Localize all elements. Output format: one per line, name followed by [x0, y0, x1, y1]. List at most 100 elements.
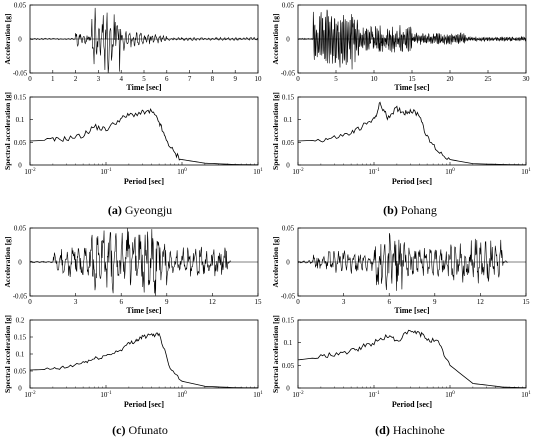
panel-b-sp-xtick-label: 10-1 [368, 168, 380, 176]
panel-b-sp-ylabel: Spectral acceleration [g] [271, 92, 280, 170]
panel-d-th-xtick-label: 9 [433, 298, 437, 306]
panel-a-th-xtick-label: 6 [165, 75, 169, 83]
panel-a-th-xlabel: Time [sec] [126, 83, 162, 92]
panel-a-th-xtick-label: 1 [51, 75, 55, 83]
panel-a-sp-xtick-label-base: 10 [177, 168, 185, 176]
panel-c-sp-xtick-label-exp: 1 [260, 391, 263, 396]
caption-b-name: Pohang [400, 203, 437, 217]
panel-a-sp-xtick-label-base: 10 [100, 168, 108, 176]
panel-d-sp-xtick-label-exp: 0 [452, 391, 455, 396]
panel-b-sp-xtick-label-exp: 0 [452, 168, 455, 173]
panel-a-th-series [29, 7, 259, 74]
panel-a-sp-ytick-label: 0 [18, 162, 22, 170]
panel-c-th-xtick-label: 12 [209, 298, 217, 306]
panel-d-sp-xtick-label-exp: -2 [299, 391, 304, 396]
panel-b-th-xtick-label: 25 [485, 75, 493, 83]
caption-d: (d) Hachinohe [290, 423, 530, 438]
panel-d-sp-xtick-label-base: 10 [368, 391, 376, 399]
panel-b-sp-xtick-label-exp: -2 [299, 168, 304, 173]
panel-b-sp-frame [297, 96, 527, 166]
caption-a: (a) Gyeongju [20, 203, 260, 218]
panel-a-sp-xtick-label-exp: 1 [260, 168, 263, 173]
panel-c-sp-xtick-label-base: 10 [100, 391, 108, 399]
panel-b-sp-ytick-label: 0 [286, 162, 290, 170]
panel-c-th-xtick-label: 0 [28, 298, 32, 306]
panel-d-th-xlabel: Time [sec] [394, 306, 430, 315]
panel-b-th-xtick-label: 30 [523, 75, 531, 83]
panel-c-sp-xtick-label: 10-1 [100, 391, 112, 399]
panel-a-th-xtick-label: 4 [119, 75, 123, 83]
panel-b-sp-ytick-label: 0.05 [282, 139, 295, 147]
panel-a-sp-ytick-label: 0.15 [14, 94, 27, 102]
panel-d-th-xtick-label: 12 [477, 298, 485, 306]
panel-a-th-xtick-label: 5 [142, 75, 146, 83]
panel-c-sp-xtick-label-exp: -1 [107, 391, 112, 396]
panel-d-th-xtick-label: 3 [342, 298, 346, 306]
panel-a-sp-ytick-label: 0.05 [14, 139, 27, 147]
caption-b-letter: (b) [383, 203, 398, 217]
panel-c-th-xtick-label: 3 [74, 298, 78, 306]
caption-a-letter: (a) [107, 203, 122, 217]
panel-d-sp-xtick-label: 101 [521, 391, 531, 399]
panel-b-th-xtick-label: 10 [371, 75, 379, 83]
panel-b-sp-xlabel: Period [sec] [392, 177, 433, 186]
panel-b-th-ylabel: Acceleration [g] [271, 13, 280, 64]
panel-b-sp-xtick-label: 101 [521, 168, 531, 176]
panel-b-th-xtick-label: 0 [296, 75, 300, 83]
panel-b-sp-xtick-label-base: 10 [292, 168, 300, 176]
panel-a-th-xtick-label: 8 [211, 75, 215, 83]
panel-b-th-series [297, 9, 527, 70]
panel-b-th-ytick-label: -0.05 [281, 70, 296, 78]
panel-d-sp-ytick-label: 0.15 [282, 317, 295, 325]
panel-b-sp-xtick-label: 100 [445, 168, 455, 176]
panel-c-sp-xtick-label-base: 10 [177, 391, 185, 399]
panel-b-sp-series [297, 101, 527, 166]
panel-d-sp-xtick-label-base: 10 [521, 391, 529, 399]
panel-d-sp-xtick-label-exp: -1 [375, 391, 380, 396]
panel-a-sp-xlabel: Period [sec] [124, 177, 165, 186]
caption-a-name: Gyeongju [124, 203, 173, 217]
panel-d-th-ytick-label: -0.05 [281, 293, 296, 301]
panel-c-th-xtick-label: 6 [119, 298, 123, 306]
panel-d-th-xtick-label: 0 [296, 298, 300, 306]
panel-a-sp-xtick-label-base: 10 [253, 168, 261, 176]
panel-a-sp-xtick-label-exp: -2 [31, 168, 36, 173]
panel-a-th-xtick-label: 2 [74, 75, 78, 83]
panel-d-th-xtick-label: 6 [387, 298, 391, 306]
panel-d-th-ytick-label: 0.05 [282, 225, 295, 233]
panel-d-sp-ytick-label: 0.05 [282, 362, 295, 370]
panel-d-sp-xtick-label-base: 10 [445, 391, 453, 399]
caption-b: (b) Pohang [290, 203, 530, 218]
panel-b-th-ytick-label: 0.05 [282, 2, 295, 10]
caption-c: (c) Ofunato [20, 423, 260, 438]
panel-a-th-ytick-label: -0.05 [13, 70, 28, 78]
panel-a-th-xtick-label: 7 [188, 75, 192, 83]
panel-a-th-xtick-label: 0 [28, 75, 32, 83]
panel-c-sp-xtick-label-exp: -2 [31, 391, 36, 396]
panel-c-sp-ytick-label: 0.15 [14, 334, 27, 342]
panel-b-sp-xtick-label-exp: 1 [528, 168, 531, 173]
panel-c-th-ytick-label: 0.05 [14, 225, 27, 233]
panel-c-sp-ytick-label: 0.05 [14, 368, 27, 376]
panel-a-th-xtick-label: 9 [233, 75, 237, 83]
panel-b-sp-xtick-label-exp: -1 [375, 168, 380, 173]
panel-b-th-xlabel: Time [sec] [394, 83, 430, 92]
panel-a-th-xtick-label: 3 [97, 75, 101, 83]
panel-b-sp-xtick-label: 10-2 [292, 168, 304, 176]
panel-a-th-ytick-label: 0.05 [14, 2, 27, 10]
panel-a-sp-series [29, 108, 259, 166]
panel-d-sp-xtick-label: 100 [445, 391, 455, 399]
caption-c-name: Ofunato [128, 423, 168, 437]
panel-d-sp-ylabel: Spectral acceleration [g] [271, 315, 280, 393]
panel-a-sp-ytick-label: 0.1 [16, 116, 25, 124]
panel-d-th-ytick-label: 0 [286, 259, 290, 267]
panel-a-sp-frame [29, 96, 259, 166]
panel-b-th-ytick-label: 0 [286, 36, 290, 44]
panel-b-th-xtick-label: 5 [334, 75, 338, 83]
